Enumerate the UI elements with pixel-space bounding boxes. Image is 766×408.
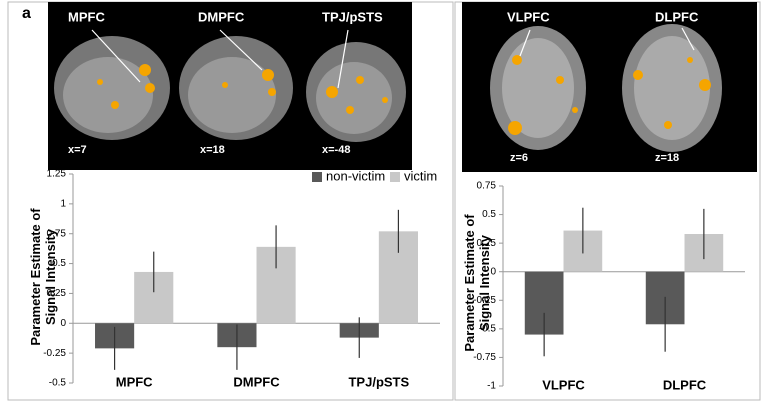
y-axis-label: Parameter Estimate of Signal Intensity xyxy=(462,214,492,352)
slice-coordinate: z=18 xyxy=(655,152,679,164)
legend-swatch xyxy=(312,172,322,182)
y-tick-label: -0.5 xyxy=(49,378,67,389)
y-tick-label: 1.25 xyxy=(47,169,67,180)
x-tick-label: TPJ/pSTS xyxy=(348,374,409,389)
y-tick-label: 0 xyxy=(60,318,66,329)
y-tick-label: 0.5 xyxy=(52,258,66,269)
y-tick-label: 1 xyxy=(60,198,66,209)
y-tick-label: 0 xyxy=(490,266,496,277)
region-label: DLPFC xyxy=(655,9,699,24)
slice-coordinate: z=6 xyxy=(510,152,528,164)
x-tick-label: DMPFC xyxy=(233,374,280,389)
y-axis-label: Parameter Estimate of Signal Intensity xyxy=(28,208,58,346)
y-tick-label: -0.75 xyxy=(473,352,496,363)
y-tick-label: 0.75 xyxy=(477,181,497,192)
brain-slices xyxy=(54,24,722,152)
y-tick-label: -0.25 xyxy=(43,348,66,359)
y-tick-label: 0.25 xyxy=(47,288,67,299)
x-tick-label: DLPFC xyxy=(663,377,707,392)
slice-coordinate: x=-48 xyxy=(322,144,350,156)
region-label: VLPFC xyxy=(507,9,550,24)
y-tick-label: 0.25 xyxy=(477,238,497,249)
x-tick-label: VLPFC xyxy=(542,377,585,392)
y-tick-label: -0.5 xyxy=(479,323,497,334)
region-label: MPFC xyxy=(68,9,105,24)
x-tick-label: MPFC xyxy=(116,374,153,389)
legend-label: non-victim xyxy=(326,168,385,183)
legend-label: victim xyxy=(404,168,437,183)
y-tick-label: -1 xyxy=(487,381,496,392)
panel-letter: b xyxy=(468,7,478,24)
slice-coordinate: x=7 xyxy=(68,144,87,156)
y-tick-label: 0.75 xyxy=(47,228,67,239)
legend-swatch xyxy=(390,172,400,182)
slice-coordinate: x=18 xyxy=(200,144,225,156)
y-tick-label: 0.5 xyxy=(482,209,496,220)
region-label: TPJ/pSTS xyxy=(322,9,383,24)
panel-letter: a xyxy=(22,5,31,22)
region-label: DMPFC xyxy=(198,9,245,24)
y-tick-label: -0.25 xyxy=(473,295,496,306)
